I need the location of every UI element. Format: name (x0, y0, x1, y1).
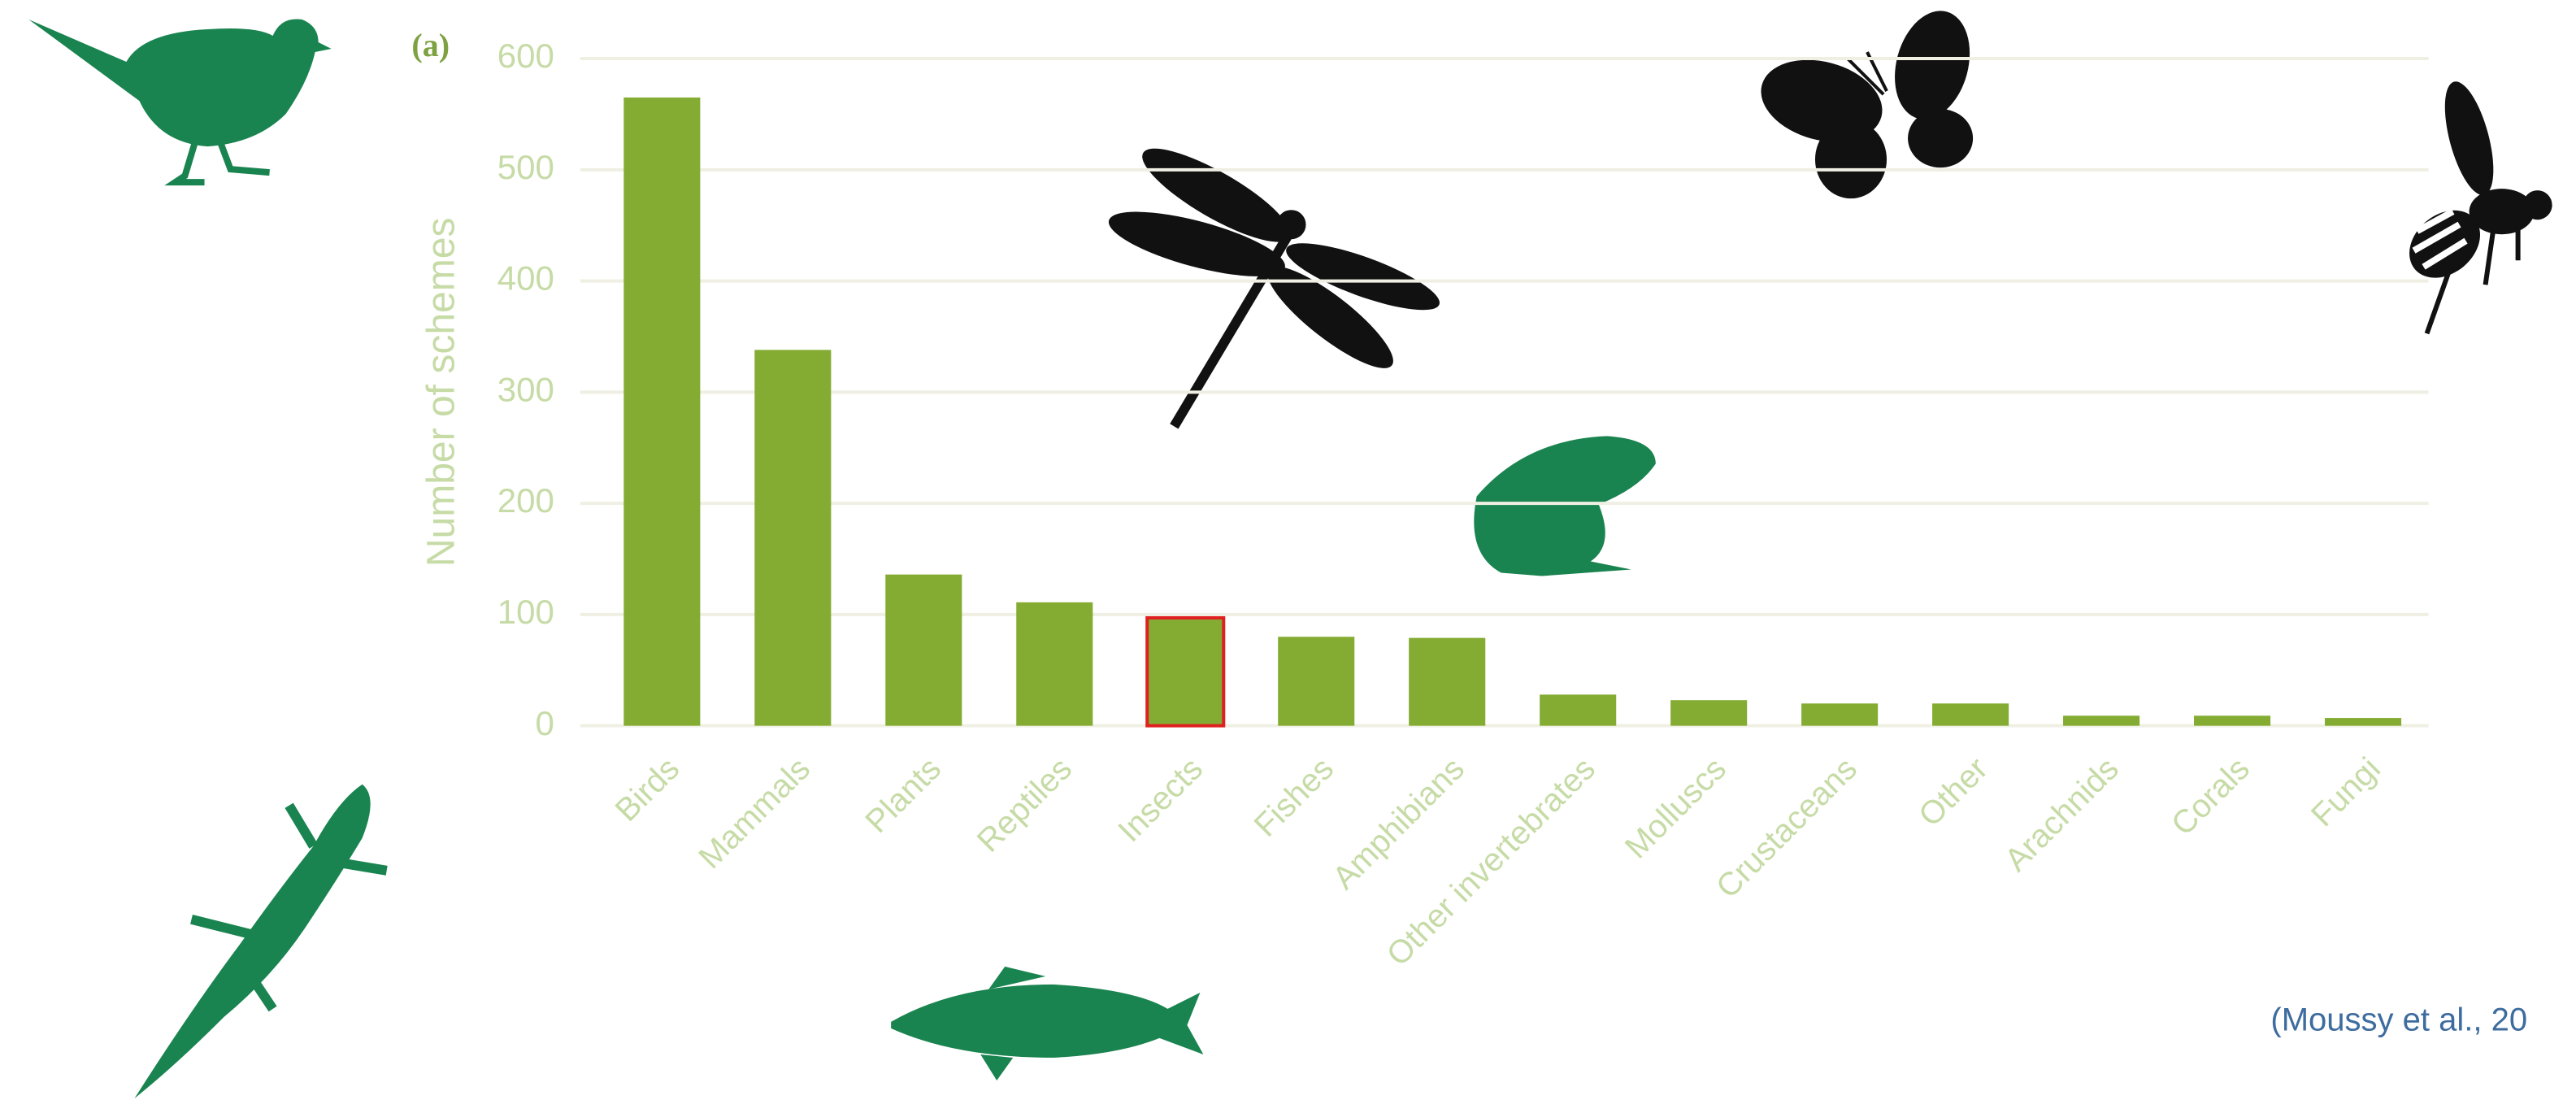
source-note: (Moussy et al., 20 (2270, 1002, 2527, 1037)
highlighted-bar (1145, 615, 1226, 728)
frog-silhouette (1474, 436, 1656, 576)
panel-label: (a) (411, 27, 450, 63)
bar (885, 574, 962, 726)
plot-area: 0 100 200 300 400 500 600 Birds Mammals Plants Rep… (497, 37, 2429, 973)
x-tick-label: Arachnids (1998, 750, 2126, 878)
dragonfly-silhouette (1108, 148, 1440, 429)
bar (1540, 694, 1617, 726)
bar (1670, 700, 1748, 726)
x-tick-label: Fishes (1248, 750, 1340, 843)
x-tick-label: Corals (2165, 750, 2257, 842)
bar (1932, 703, 2009, 726)
y-tick-label: 200 (497, 481, 554, 520)
x-tick-label: Birds (609, 750, 687, 828)
x-tick-label: Mammals (692, 750, 817, 876)
x-tick-label: Other (1912, 750, 1995, 833)
x-tick-label: Amphibians (1326, 750, 1471, 896)
y-axis-label: Number of schemes (419, 218, 463, 567)
y-tick-label: 500 (497, 148, 554, 186)
x-tick-label: Crustaceans (1709, 750, 1864, 905)
x-tick-label: Molluscs (1618, 750, 1733, 865)
bar (2325, 718, 2402, 726)
fish-silhouette (891, 966, 1204, 1080)
bee-silhouette (2409, 81, 2552, 335)
x-tick-label: Insects (1111, 750, 1210, 849)
bar (1409, 637, 1486, 726)
bar (1278, 637, 1355, 726)
y-tick-label: 300 (497, 370, 554, 408)
bar (754, 350, 832, 726)
y-tick-label: 0 (535, 704, 554, 742)
butterfly-silhouette (1761, 11, 1974, 199)
bar (2063, 715, 2140, 726)
x-tick-label: Plants (858, 750, 948, 840)
bar (1801, 703, 1879, 726)
y-tick-label: 600 (497, 37, 554, 75)
y-tick-label: 400 (497, 259, 554, 298)
bar (623, 97, 701, 726)
x-tick-label: Fungi (2304, 750, 2387, 833)
bar (1016, 602, 1093, 726)
y-tick-label: 100 (497, 593, 554, 631)
x-tick-label: Reptiles (971, 750, 1079, 859)
lizard-silhouette (134, 784, 388, 1098)
bar (2194, 715, 2271, 726)
bird-silhouette (28, 19, 332, 186)
